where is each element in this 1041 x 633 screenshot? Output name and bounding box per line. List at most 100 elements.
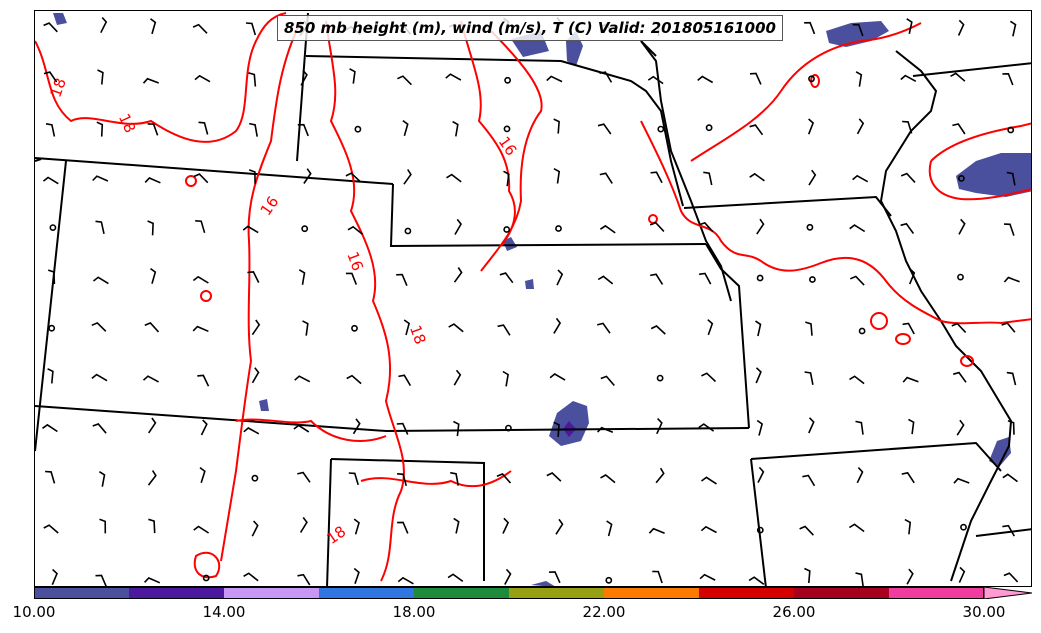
wind-barb (1001, 322, 1016, 333)
wind-barb (499, 272, 514, 284)
wind-barb (804, 371, 814, 385)
wind-barb (698, 221, 714, 233)
wind-barb (807, 118, 815, 135)
wind-barb (808, 417, 815, 434)
wind-barb (553, 118, 560, 134)
wind-barb (755, 367, 762, 384)
wind-barb (349, 68, 356, 84)
wind-barb (958, 218, 966, 235)
wind-barb (647, 75, 664, 85)
border-utah-colorado (35, 160, 67, 452)
wind-barb (397, 521, 409, 534)
wind-barb (1002, 473, 1018, 483)
wind-barb (97, 69, 104, 85)
contour-small-loop-6 (193, 551, 221, 579)
wind-barb (655, 467, 665, 484)
wind-barb (596, 322, 611, 334)
border-wyoming-colorado (35, 157, 394, 185)
wind-barb (855, 71, 863, 87)
wind-barb (197, 374, 210, 387)
colorbar-tick-label: 26.00 (772, 603, 816, 621)
contour-label: 16 (257, 193, 283, 219)
wind-barb (43, 524, 59, 534)
contour-small-loop-7 (895, 333, 912, 345)
wind-barb (192, 23, 208, 34)
border-nm-oklahoma (326, 458, 332, 586)
contour-small-loop-5 (648, 214, 659, 224)
wind-barb (1003, 223, 1015, 236)
wind-barb (194, 74, 211, 83)
border-montana-wyoming (35, 158, 42, 162)
wind-barb (749, 72, 762, 85)
contour-colorado-se (235, 418, 387, 442)
wind-barb (452, 120, 459, 137)
wind-barb (902, 120, 913, 134)
wind-barb (1002, 72, 1014, 86)
wind-barb (293, 424, 310, 433)
calm-wind-marker (957, 273, 964, 281)
colorbar-segment (414, 587, 510, 599)
wind-barb (756, 218, 765, 235)
wind-barb (142, 77, 159, 84)
wind-barb (701, 476, 717, 485)
colorbar-extend-arrow (983, 587, 1032, 599)
wind-barb (748, 576, 765, 585)
wind-barb (958, 566, 966, 583)
wind-barb (906, 568, 914, 585)
wind-barb (353, 567, 360, 584)
wind-barb (1009, 20, 1017, 37)
wind-barb (908, 268, 916, 285)
contour-label: 18 (323, 522, 349, 548)
wind-barb (957, 19, 965, 36)
wind-barb (192, 275, 209, 284)
contour-label: 18 (115, 111, 139, 136)
wind-barb (855, 420, 864, 435)
calm-wind-marker (251, 474, 259, 482)
wind-barb (906, 18, 913, 34)
calm-wind-marker (49, 224, 57, 231)
colorbar-outline (34, 587, 984, 599)
wind-barb (900, 74, 917, 83)
wind-barb (43, 22, 58, 33)
calm-wind-marker (808, 75, 815, 83)
wind-barb (904, 518, 912, 535)
contour-missouri-north (690, 22, 922, 162)
wind-barb (900, 222, 915, 234)
wind-barb (749, 172, 765, 182)
colorbar-segment (699, 587, 795, 599)
wind-barb (549, 373, 566, 381)
calm-wind-marker (504, 424, 512, 432)
calm-wind-marker (202, 574, 210, 582)
wind-barb (496, 473, 512, 484)
colorbar-segment (509, 587, 605, 599)
fill-region-top-left (53, 13, 67, 25)
wind-barb (1006, 171, 1016, 186)
wind-barb (1003, 276, 1020, 283)
colorbar-segment (319, 587, 415, 599)
colorbar (34, 587, 1032, 599)
wind-barb (347, 225, 363, 235)
border-illinois-west (879, 50, 1013, 582)
wind-barb (397, 473, 408, 487)
contour-small-loop-1 (185, 175, 198, 187)
wind-barb (600, 375, 615, 387)
wind-barb (144, 322, 160, 333)
wind-barb (553, 421, 560, 437)
wind-barb (345, 172, 361, 182)
map-plot-area: 18 18 16 16 16 18 18 (34, 10, 1032, 587)
wind-barb (951, 322, 967, 333)
colorbar-segment (34, 587, 130, 599)
contour-18-nebraska-loop (480, 30, 543, 272)
wind-barb (298, 269, 306, 285)
calm-wind-marker (657, 125, 665, 133)
wind-barb (805, 321, 813, 336)
wind-barb (142, 375, 159, 383)
border-mississippi-river (640, 40, 732, 302)
wind-barb (251, 520, 259, 537)
wind-barb (402, 119, 409, 137)
fill-region-colorado-dot (259, 399, 269, 411)
wind-barbs (42, 16, 1020, 586)
fill-region-missouri-east (989, 437, 1011, 467)
contour-16-nebraska (460, 20, 516, 247)
calm-wind-marker (503, 226, 511, 233)
